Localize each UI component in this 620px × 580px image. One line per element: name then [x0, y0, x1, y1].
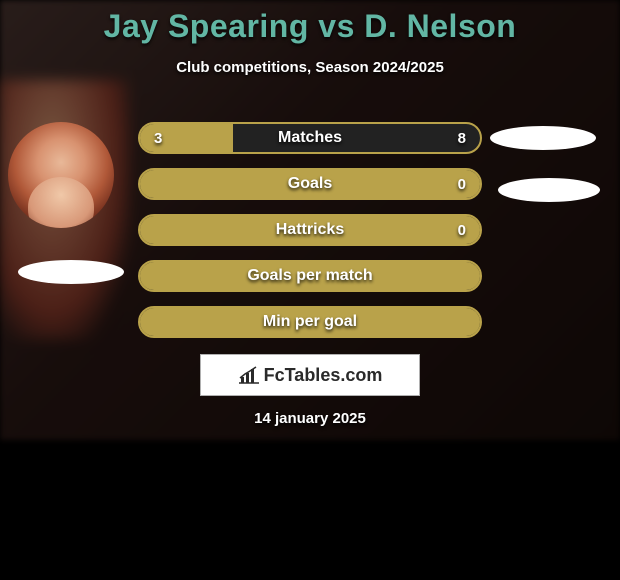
bar-goals-label: Goals	[140, 170, 480, 198]
player-left-avatar	[8, 122, 114, 228]
source-logo-box: FcTables.com	[200, 354, 420, 396]
bar-goals-per-match-label: Goals per match	[140, 262, 480, 290]
page-title: Jay Spearing vs D. Nelson	[0, 8, 620, 45]
player-right-shadow-oval-1	[490, 126, 596, 150]
bar-min-per-goal: Min per goal	[138, 306, 482, 338]
bar-hattricks-val-right: 0	[458, 216, 466, 244]
bar-chart-icon	[238, 366, 260, 384]
page-subtitle: Club competitions, Season 2024/2025	[0, 59, 620, 76]
player-right-shadow-oval-2	[498, 178, 600, 202]
bar-matches-label: Matches	[140, 124, 480, 152]
bar-goals: Goals 0	[138, 168, 482, 200]
bar-matches-val-right: 8	[458, 124, 466, 152]
comparison-bars: 3 Matches 8 Goals 0 Hattricks 0 Goals pe…	[138, 122, 482, 352]
bar-hattricks: Hattricks 0	[138, 214, 482, 246]
source-logo-text: FcTables.com	[264, 365, 383, 386]
bar-goals-val-right: 0	[458, 170, 466, 198]
date-line: 14 january 2025	[0, 410, 620, 427]
bar-goals-per-match: Goals per match	[138, 260, 482, 292]
infographic-container: Jay Spearing vs D. Nelson Club competiti…	[0, 0, 620, 440]
bar-min-per-goal-label: Min per goal	[140, 308, 480, 336]
player-left-shadow-oval	[18, 260, 124, 284]
bar-hattricks-label: Hattricks	[140, 216, 480, 244]
bar-matches: 3 Matches 8	[138, 122, 482, 154]
